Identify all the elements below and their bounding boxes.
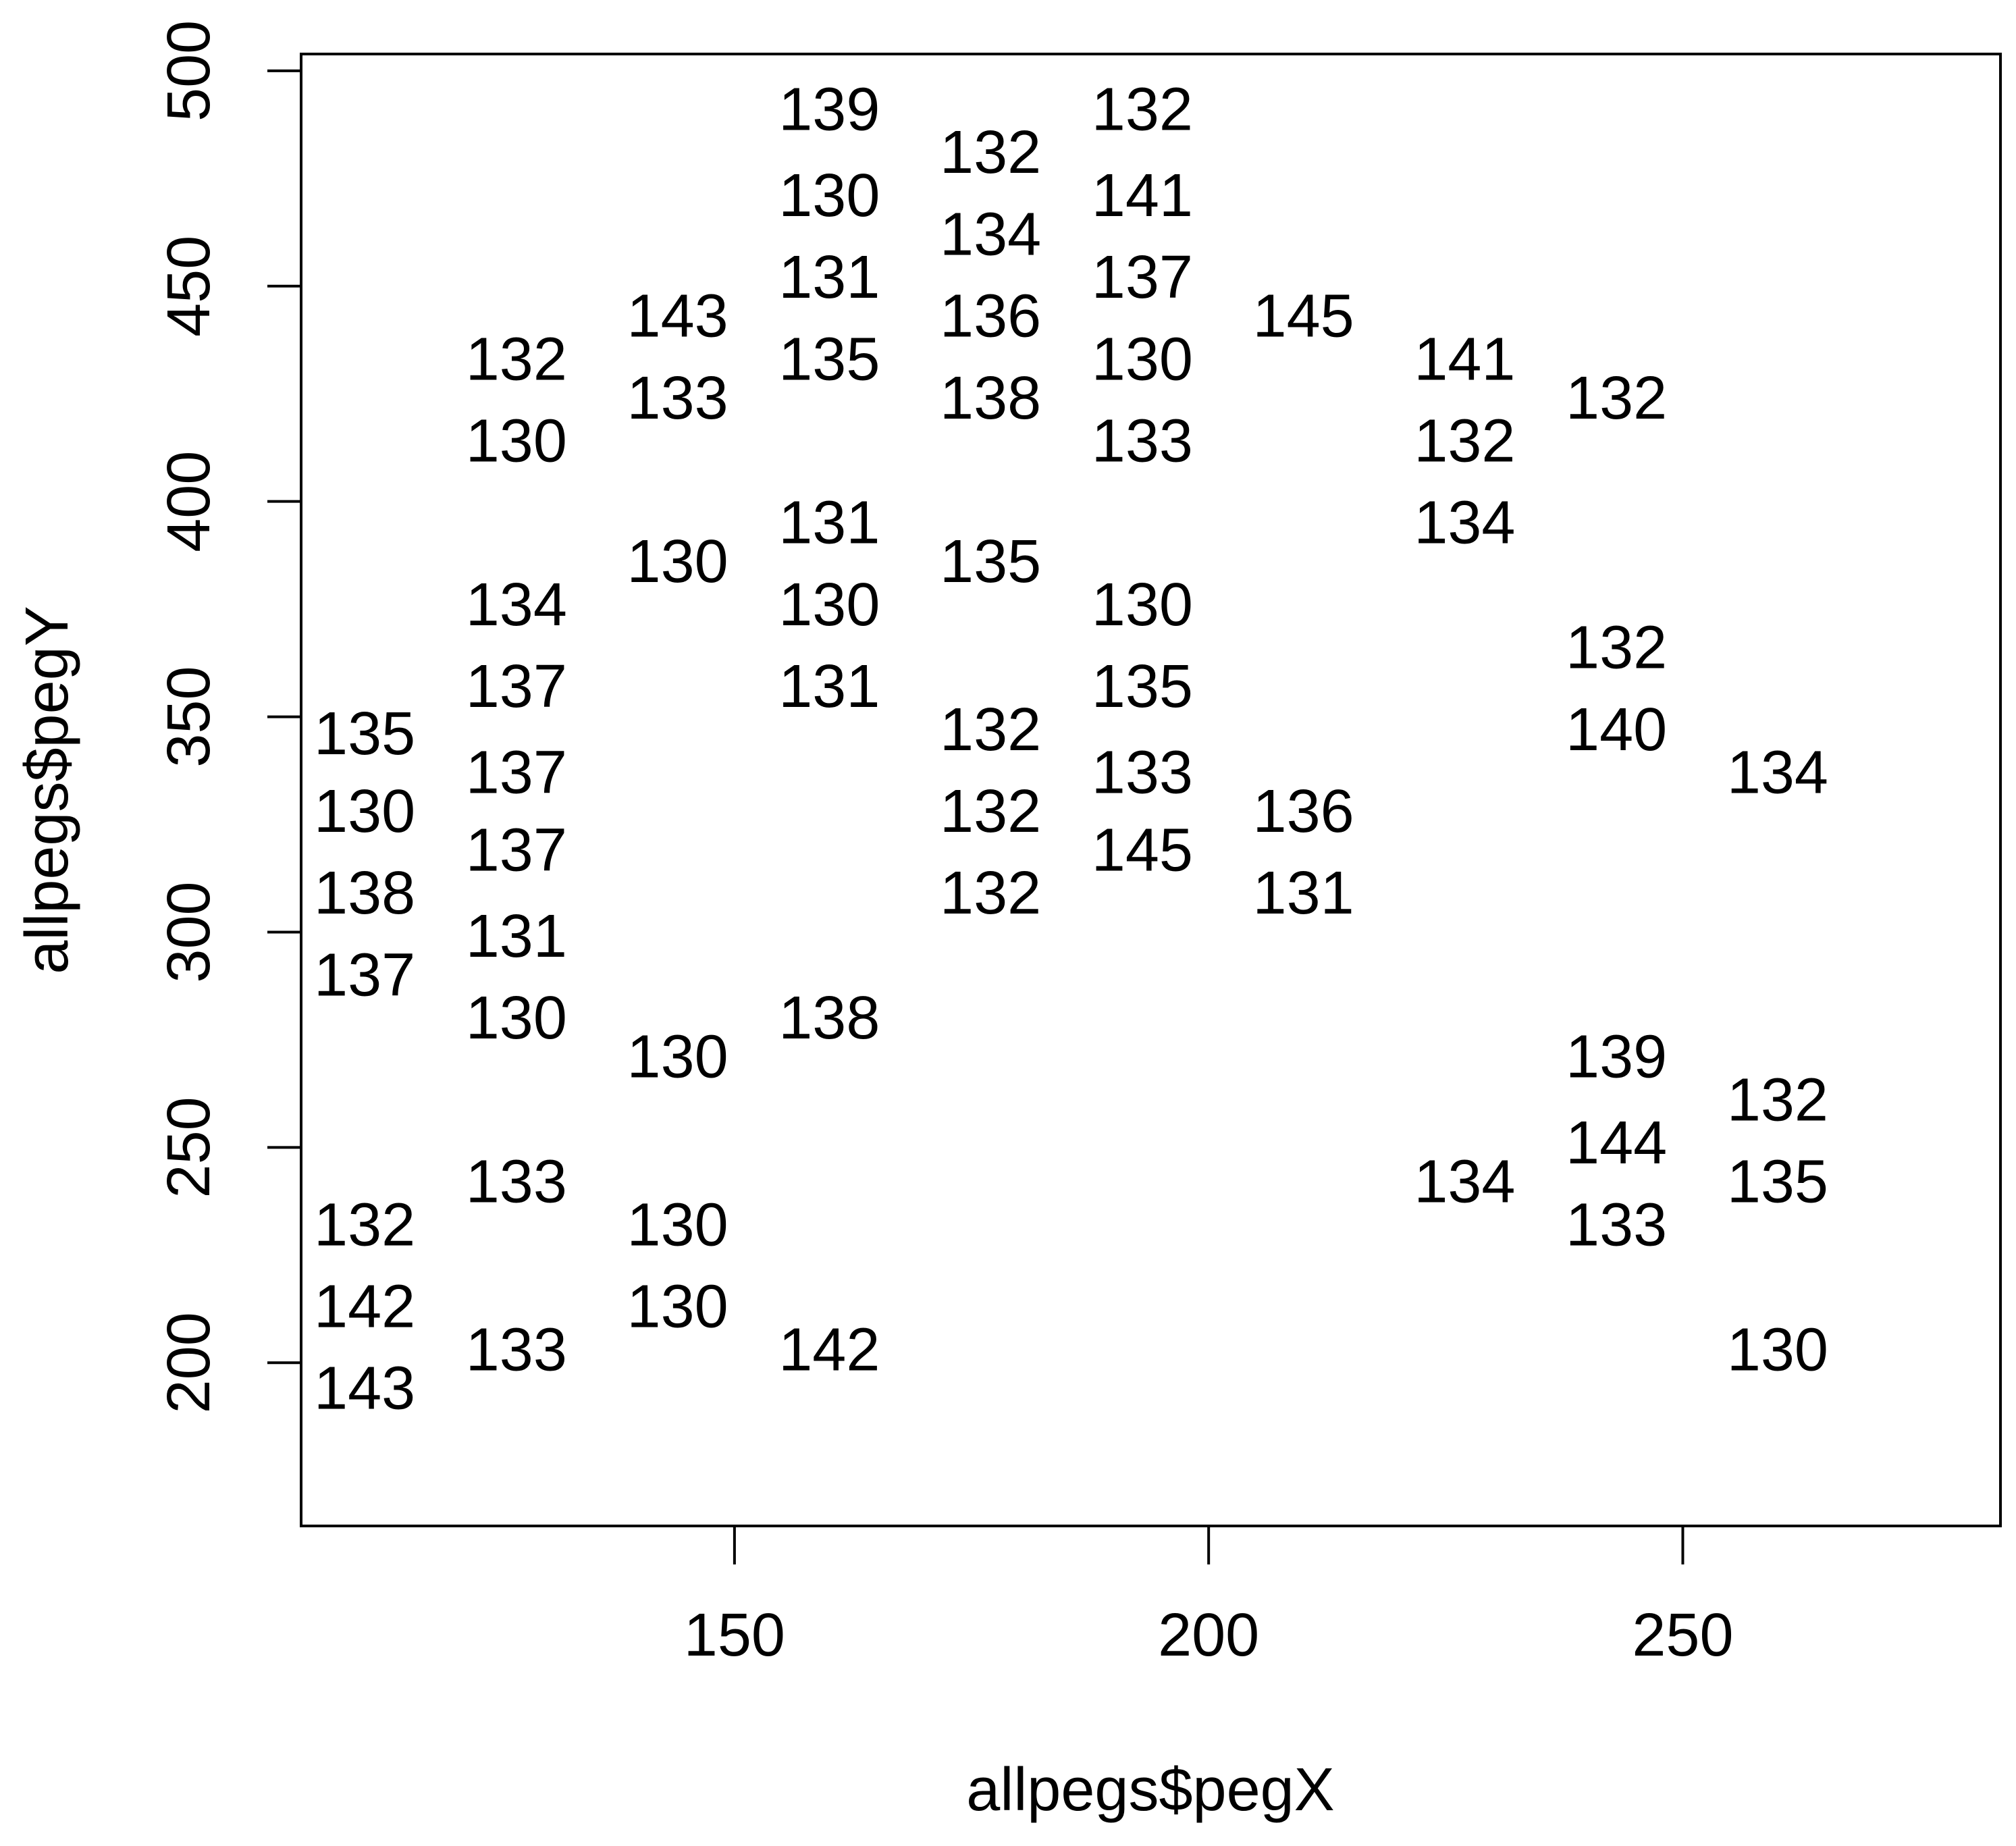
point-label: 132 [940, 119, 1041, 186]
point-label: 145 [1092, 816, 1193, 884]
point-label: 130 [627, 1024, 728, 1091]
point-label: 133 [466, 1149, 567, 1216]
point-label: 133 [1092, 739, 1193, 807]
point-label: 135 [940, 528, 1041, 596]
point-label: 138 [940, 365, 1041, 432]
y-axis-label: allpegs$pegY [14, 606, 81, 974]
x-axis-label: allpegs$pegX [966, 1756, 1334, 1824]
point-label: 132 [314, 1191, 415, 1259]
point-label: 137 [466, 739, 567, 807]
point-label: 139 [778, 76, 880, 143]
y-tick-label: 250 [155, 1097, 223, 1198]
point-label: 132 [940, 860, 1041, 927]
point-label: 135 [314, 700, 415, 768]
point-label: 135 [1727, 1149, 1828, 1216]
point-label: 132 [1566, 614, 1667, 682]
point-label: 138 [778, 984, 880, 1052]
point-label: 136 [1253, 778, 1354, 845]
y-tick-label: 300 [155, 881, 223, 982]
point-label: 131 [778, 244, 880, 311]
point-label: 130 [627, 1273, 728, 1341]
point-label: 130 [1727, 1316, 1828, 1383]
point-label: 141 [1092, 162, 1193, 230]
x-tick-label: 250 [1632, 1602, 1733, 1669]
point-label: 131 [466, 903, 567, 970]
point-label: 137 [1092, 244, 1193, 311]
point-label: 139 [1566, 1024, 1667, 1091]
point-label: 137 [466, 653, 567, 720]
point-label: 134 [1727, 739, 1828, 807]
point-label: 130 [466, 408, 567, 475]
point-label: 130 [1092, 325, 1193, 393]
point-label: 132 [1092, 76, 1193, 143]
point-label: 145 [1253, 283, 1354, 350]
point-label: 134 [1414, 1149, 1515, 1216]
point-label: 130 [466, 984, 567, 1052]
point-label: 142 [778, 1316, 880, 1383]
point-label: 130 [627, 1191, 728, 1259]
point-label: 132 [466, 325, 567, 393]
point-label: 144 [1566, 1109, 1667, 1177]
point-label: 138 [314, 860, 415, 927]
point-label: 132 [1727, 1066, 1828, 1134]
point-label: 137 [314, 941, 415, 1009]
y-tick-label: 400 [155, 451, 223, 552]
point-label: 133 [1566, 1191, 1667, 1259]
point-label: 135 [1092, 653, 1193, 720]
point-label: 131 [1253, 860, 1354, 927]
point-label: 130 [778, 162, 880, 230]
point-label: 142 [314, 1273, 415, 1341]
point-label: 132 [940, 696, 1041, 764]
point-label: 132 [940, 778, 1041, 845]
point-label: 130 [1092, 571, 1193, 639]
y-tick-label: 350 [155, 666, 223, 767]
point-label: 130 [778, 571, 880, 639]
point-label: 134 [1414, 490, 1515, 557]
point-label: 135 [778, 325, 880, 393]
point-label: 132 [1566, 365, 1667, 432]
x-tick-label: 150 [684, 1602, 785, 1669]
y-tick-label: 450 [155, 236, 223, 337]
point-label: 131 [778, 490, 880, 557]
point-label: 143 [314, 1355, 415, 1423]
point-label: 130 [627, 528, 728, 596]
point-label: 136 [940, 283, 1041, 350]
point-label: 130 [314, 778, 415, 845]
point-label: 137 [466, 816, 567, 884]
x-tick-label: 200 [1158, 1602, 1259, 1669]
point-label: 140 [1566, 696, 1667, 764]
point-label: 133 [466, 1316, 567, 1383]
y-tick-label: 500 [155, 20, 223, 122]
point-label: 134 [940, 201, 1041, 268]
y-tick-label: 200 [155, 1312, 223, 1413]
point-label: 132 [1414, 408, 1515, 475]
point-label: 133 [627, 365, 728, 432]
point-label: 131 [778, 653, 880, 720]
point-label: 133 [1092, 408, 1193, 475]
point-label: 141 [1414, 325, 1515, 393]
point-label: 134 [466, 571, 567, 639]
plot-box [300, 53, 2002, 1527]
point-label: 143 [627, 283, 728, 350]
